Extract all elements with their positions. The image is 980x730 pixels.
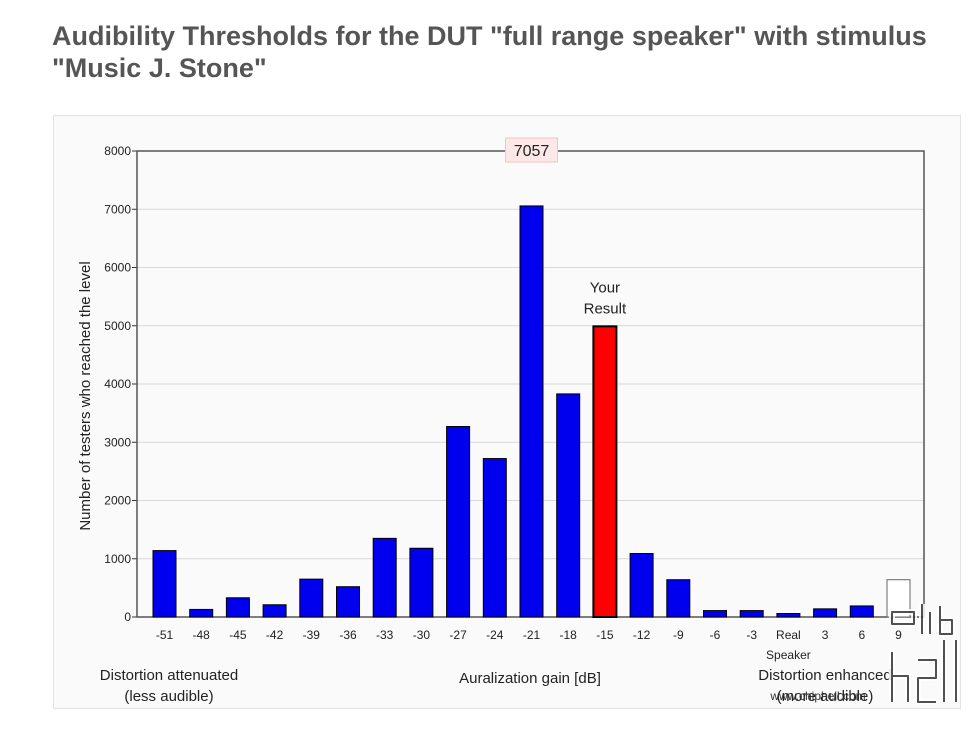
x-tick-label: 6 [858, 628, 865, 642]
chiphell-watermark-logo [889, 604, 959, 705]
x-tick-label: -36 [339, 628, 357, 642]
bar [886, 579, 911, 618]
bar [336, 586, 360, 618]
highlight-label: Your [590, 279, 620, 296]
x-tick-label: 9 [895, 628, 902, 642]
y-tick-label: 1000 [104, 552, 131, 566]
max-value-label: 7057 [514, 143, 550, 160]
x-tick-label: -12 [633, 628, 651, 642]
watermark-url: www.chiphell.com [769, 689, 865, 703]
bar [482, 458, 507, 618]
bar [629, 553, 654, 618]
x-tick-label: -33 [376, 628, 394, 642]
bar [776, 613, 801, 618]
x-tick-sublabel: Speaker [766, 648, 811, 662]
y-tick-label: 5000 [104, 319, 131, 333]
y-tick-label: 6000 [104, 261, 131, 275]
x-tick-label: -24 [486, 628, 504, 642]
bar [666, 579, 691, 618]
bar [262, 604, 287, 618]
left-note: Distortion attenuated [100, 667, 238, 684]
x-tick-label: -42 [266, 628, 284, 642]
x-tick-label: -18 [560, 628, 578, 642]
left-note: (less audible) [124, 688, 213, 705]
x-tick-label: -30 [413, 628, 431, 642]
bar [189, 608, 214, 618]
y-tick-label: 3000 [104, 435, 131, 449]
bar [703, 610, 727, 618]
x-tick-label: -9 [673, 628, 684, 642]
x-tick-label: Real [776, 628, 801, 642]
y-tick-label: 0 [124, 610, 131, 624]
bar [813, 608, 838, 618]
y-axis-title: Number of testers who reached the level [77, 261, 94, 530]
x-tick-label: -45 [229, 628, 247, 642]
bar [225, 597, 250, 618]
bar [519, 205, 544, 618]
y-tick-label: 2000 [104, 494, 131, 508]
x-tick-label: -6 [710, 628, 721, 642]
max-value-badge [505, 137, 558, 163]
bar [849, 605, 874, 618]
x-tick-label: -21 [523, 628, 541, 642]
x-tick-label: -27 [449, 628, 467, 642]
right-note: Distortion enhanced [758, 667, 891, 684]
bar [446, 426, 471, 618]
y-tick-label: 7000 [104, 202, 131, 216]
right-note: (more audible) [777, 688, 874, 705]
x-tick-label: -39 [303, 628, 321, 642]
x-tick-label: -15 [596, 628, 614, 642]
page-title: Audibility Thresholds for the DUT "full … [52, 21, 927, 83]
x-tick-label: -48 [193, 628, 211, 642]
bar [592, 325, 618, 618]
x-tick-label: 3 [822, 628, 829, 642]
bar [372, 537, 397, 618]
x-tick-label: -51 [156, 628, 174, 642]
bar [152, 550, 177, 618]
x-tick-label: -3 [746, 628, 757, 642]
bar [739, 610, 764, 618]
y-tick-label: 8000 [104, 144, 131, 158]
highlight-label: Result [584, 300, 627, 317]
bar [556, 393, 581, 618]
x-axis-title: Auralization gain [dB] [459, 670, 601, 687]
bar [409, 547, 434, 618]
bar [299, 578, 324, 618]
y-tick-label: 4000 [104, 377, 131, 391]
